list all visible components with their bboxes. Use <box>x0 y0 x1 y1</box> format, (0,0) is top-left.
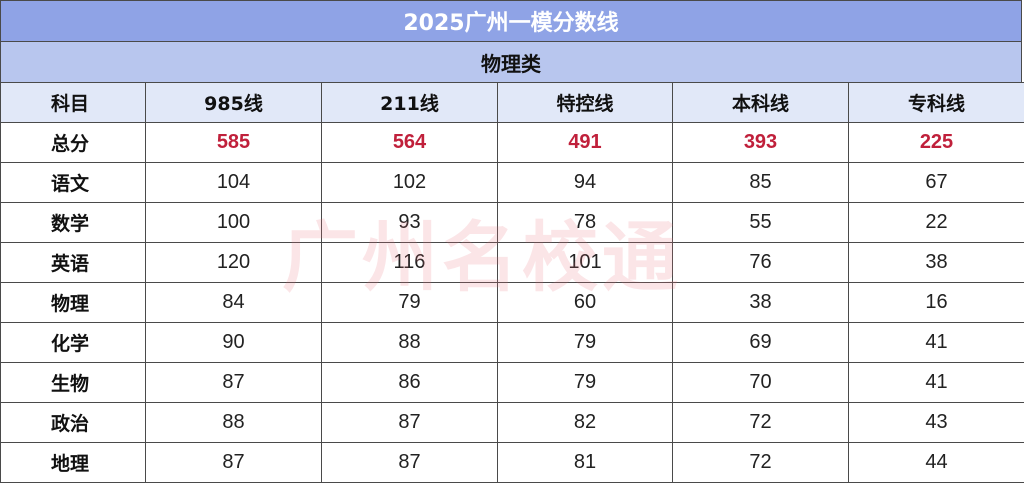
score-cell: 22 <box>848 202 1024 243</box>
row-subject-label: 总分 <box>0 122 146 163</box>
score-cell: 38 <box>848 242 1024 283</box>
score-cell: 76 <box>672 242 849 283</box>
table-row: 生物 87 86 79 70 41 <box>0 362 1024 403</box>
score-cell: 87 <box>145 442 322 483</box>
score-cell: 120 <box>145 242 322 283</box>
score-cell: 70 <box>672 362 849 403</box>
table-title: 2025广州一模分数线 <box>0 0 1022 41</box>
score-cell: 43 <box>848 402 1024 443</box>
score-cell: 101 <box>497 242 673 283</box>
score-cell: 72 <box>672 402 849 443</box>
score-cell: 585 <box>145 122 322 163</box>
column-header-special: 特控线 <box>497 82 673 123</box>
score-cell: 100 <box>145 202 322 243</box>
score-cell: 88 <box>321 322 498 363</box>
score-cell: 79 <box>497 322 673 363</box>
column-header-undergrad: 本科线 <box>672 82 849 123</box>
row-subject-label: 化学 <box>0 322 146 363</box>
table-subtitle: 物理类 <box>0 41 1022 82</box>
score-cell: 94 <box>497 162 673 203</box>
table-row: 政治 88 87 82 72 43 <box>0 402 1024 443</box>
score-cell: 87 <box>145 362 322 403</box>
row-subject-label: 数学 <box>0 202 146 243</box>
header-row: 科目 985线 211线 特控线 本科线 专科线 <box>0 82 1024 123</box>
score-cell: 67 <box>848 162 1024 203</box>
score-cell: 87 <box>321 402 498 443</box>
score-cell: 79 <box>321 282 498 323</box>
table-row: 语文 104 102 94 85 67 <box>0 162 1024 203</box>
score-cell: 104 <box>145 162 322 203</box>
score-cell: 88 <box>145 402 322 443</box>
table-row: 地理 87 87 81 72 44 <box>0 442 1024 483</box>
column-header-985: 985线 <box>145 82 322 123</box>
column-header-subject: 科目 <box>0 82 146 123</box>
score-cell: 69 <box>672 322 849 363</box>
score-cell: 44 <box>848 442 1024 483</box>
score-cell: 564 <box>321 122 498 163</box>
score-cell: 85 <box>672 162 849 203</box>
score-cell: 225 <box>848 122 1024 163</box>
table-row: 物理 84 79 60 38 16 <box>0 282 1024 323</box>
column-header-211: 211线 <box>321 82 498 123</box>
score-cell: 87 <box>321 442 498 483</box>
score-cell: 93 <box>321 202 498 243</box>
score-cell: 116 <box>321 242 498 283</box>
row-subject-label: 地理 <box>0 442 146 483</box>
table-row: 总分 585 564 491 393 225 <box>0 122 1024 163</box>
table-row: 英语 120 116 101 76 38 <box>0 242 1024 283</box>
row-subject-label: 物理 <box>0 282 146 323</box>
score-cell: 82 <box>497 402 673 443</box>
score-cell: 78 <box>497 202 673 243</box>
score-cell: 79 <box>497 362 673 403</box>
table-row: 化学 90 88 79 69 41 <box>0 322 1024 363</box>
score-cell: 84 <box>145 282 322 323</box>
score-cell: 16 <box>848 282 1024 323</box>
score-cell: 491 <box>497 122 673 163</box>
score-cell: 86 <box>321 362 498 403</box>
table-body: 总分 585 564 491 393 225 语文 104 102 94 85 67 数学 100 93 78… <box>0 122 1024 483</box>
score-cell: 102 <box>321 162 498 203</box>
table-row: 数学 100 93 78 55 22 <box>0 202 1024 243</box>
score-cell: 72 <box>672 442 849 483</box>
score-cell: 55 <box>672 202 849 243</box>
row-subject-label: 政治 <box>0 402 146 443</box>
column-header-junior-college: 专科线 <box>848 82 1024 123</box>
row-subject-label: 生物 <box>0 362 146 403</box>
row-subject-label: 语文 <box>0 162 146 203</box>
score-cell: 90 <box>145 322 322 363</box>
score-cell: 41 <box>848 362 1024 403</box>
score-cell: 60 <box>497 282 673 323</box>
score-cell: 38 <box>672 282 849 323</box>
score-table: 科目 985线 211线 特控线 本科线 专科线 总分 585 564 491 393 2… <box>0 82 1024 483</box>
score-cell: 81 <box>497 442 673 483</box>
score-cell: 41 <box>848 322 1024 363</box>
score-cell: 393 <box>672 122 849 163</box>
row-subject-label: 英语 <box>0 242 146 283</box>
